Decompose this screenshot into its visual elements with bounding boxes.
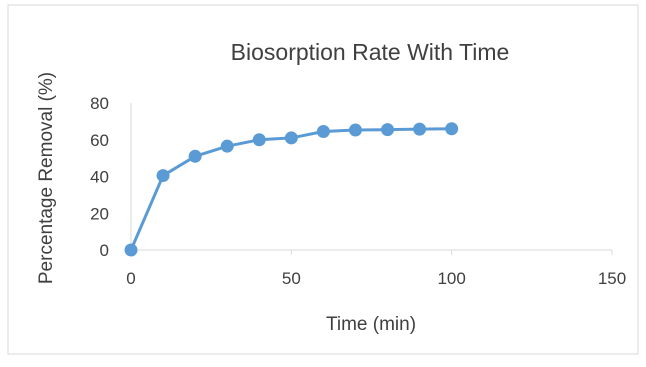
y-tick-label: 0 [100,241,109,260]
data-point [188,149,202,163]
x-tick-label: 150 [598,269,626,288]
x-tick-labels: 0 50 100 150 [126,250,626,288]
chart-title: Biosorption Rate With Time [231,39,510,65]
x-axis-title: Time (min) [326,314,416,335]
y-tick-label: 40 [90,168,109,187]
y-tick-label: 80 [90,94,109,113]
data-point [220,139,234,153]
y-tick-label: 60 [90,131,109,150]
chart-border [7,4,639,355]
y-tick-labels: 0 20 40 60 80 [90,94,109,260]
y-tick-label: 20 [90,204,109,223]
x-tick-label: 100 [437,269,465,288]
data-point [124,243,138,257]
x-tick-label: 50 [282,269,301,288]
data-point [348,123,362,137]
y-axis-title: Percentage Removal (%) [36,72,57,284]
data-point [316,124,330,138]
x-tick-label: 0 [126,269,135,288]
data-point [252,133,266,147]
data-point [445,122,459,136]
data-point [156,169,170,183]
data-point [413,122,427,136]
series-layer [124,122,459,257]
data-point [381,123,395,137]
data-point [284,131,298,145]
